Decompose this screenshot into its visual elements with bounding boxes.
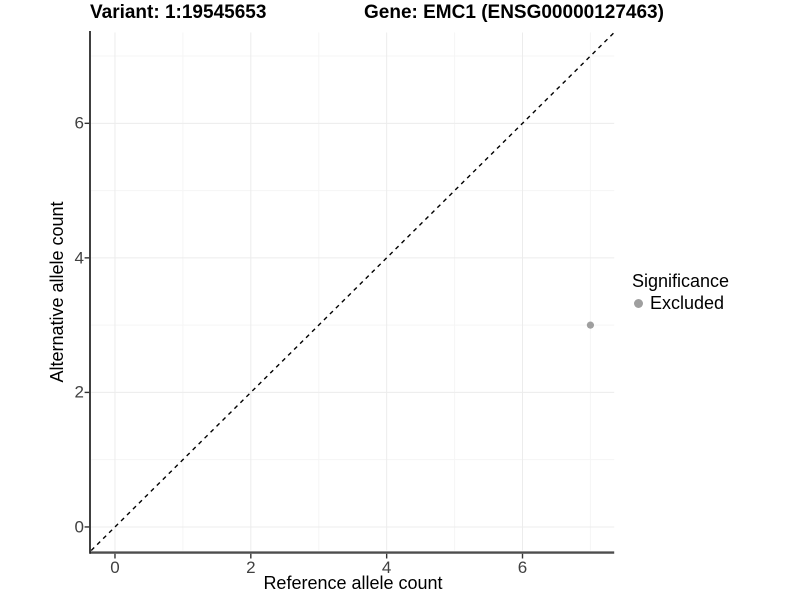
x-axis-tick-label: 0 (110, 558, 120, 577)
legend-point-icon (634, 299, 643, 308)
legend: Significance Excluded (631, 271, 729, 314)
y-axis-title: Alternative allele count (47, 201, 67, 383)
y-axis-tick-label: 0 (74, 517, 84, 537)
plot-title-gene: Gene: EMC1 (ENSG00000127463) (364, 2, 664, 23)
plot-title-variant: Variant: 1:19545653 (90, 2, 267, 23)
x-axis-tick-label: 6 (517, 558, 528, 577)
legend-title: Significance (632, 271, 730, 291)
x-axis-tick-label: 4 (381, 558, 392, 577)
x-axis-tick-label: 2 (246, 558, 256, 577)
legend-item-label: Excluded (650, 293, 725, 313)
y-axis-tick-label: 6 (74, 113, 84, 133)
y-axis-tick-label: 2 (74, 382, 84, 402)
y-axis-tick-label: 4 (74, 248, 84, 268)
x-axis-title: Reference allele count (263, 573, 443, 593)
legend-item-excluded: Excluded (631, 293, 729, 314)
identity-reference-line (90, 32, 615, 551)
data-point (586, 321, 595, 329)
